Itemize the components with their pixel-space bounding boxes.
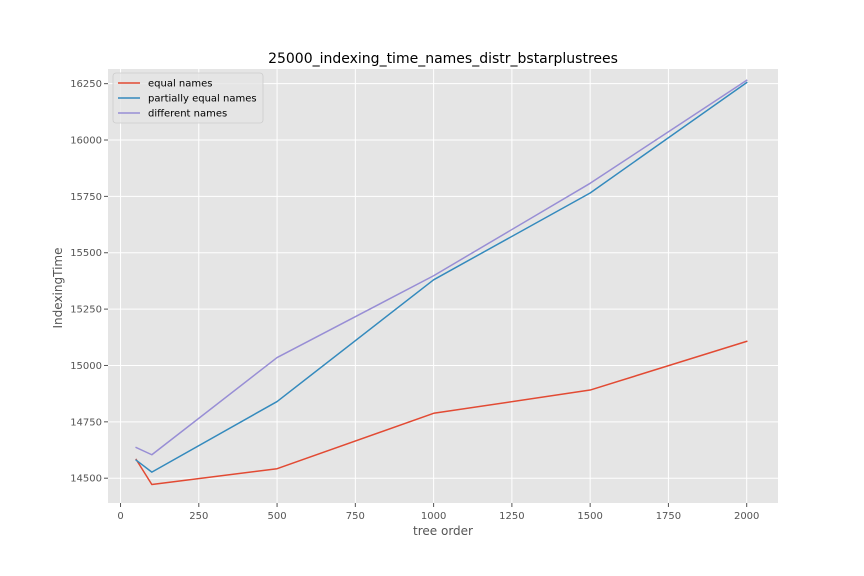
x-tick-label: 250 <box>189 511 208 522</box>
x-tick-label: 1250 <box>499 511 524 522</box>
legend-entry: equal names <box>148 79 213 90</box>
series-line-0 <box>135 340 748 486</box>
y-tick-label: 15500 <box>70 248 102 259</box>
legend: equal names partially equal names differen… <box>112 72 264 124</box>
x-tick-label: 1000 <box>421 511 446 522</box>
y-axis-label: IndexingTime <box>51 248 65 329</box>
chart-title: 25000_indexing_time_names_distr_bstarplu… <box>268 51 618 67</box>
legend-box <box>112 72 264 124</box>
x-tick-label: 0 <box>117 511 123 522</box>
y-tick-label: 15000 <box>70 361 102 372</box>
y-tick-label: 16250 <box>70 79 102 90</box>
series-lines <box>135 79 748 486</box>
grid <box>108 69 778 503</box>
plot-background <box>108 69 778 503</box>
y-tick-label: 16000 <box>70 136 102 147</box>
y-tick-label: 15750 <box>70 192 102 203</box>
x-tick-label: 2000 <box>734 511 759 522</box>
legend-entry: partially equal names <box>148 94 257 105</box>
y-tick-label: 14750 <box>70 417 102 428</box>
x-tick-label: 1750 <box>656 511 681 522</box>
y-tick-label: 15250 <box>70 305 102 316</box>
x-tick-label: 1500 <box>577 511 602 522</box>
x-axis-label: tree order <box>413 524 473 538</box>
x-axis-ticks: 0 250 500 750 1000 1250 1500 1750 2000 <box>117 503 759 522</box>
legend-entry: different names <box>148 109 227 120</box>
x-tick-label: 500 <box>268 511 287 522</box>
y-tick-label: 14500 <box>70 474 102 485</box>
y-axis-ticks: 14500 14750 15000 15250 15500 15750 16000 16250 <box>70 79 108 485</box>
series-line-2 <box>135 79 748 456</box>
x-tick-label: 750 <box>346 511 365 522</box>
series-line-1 <box>135 81 748 473</box>
